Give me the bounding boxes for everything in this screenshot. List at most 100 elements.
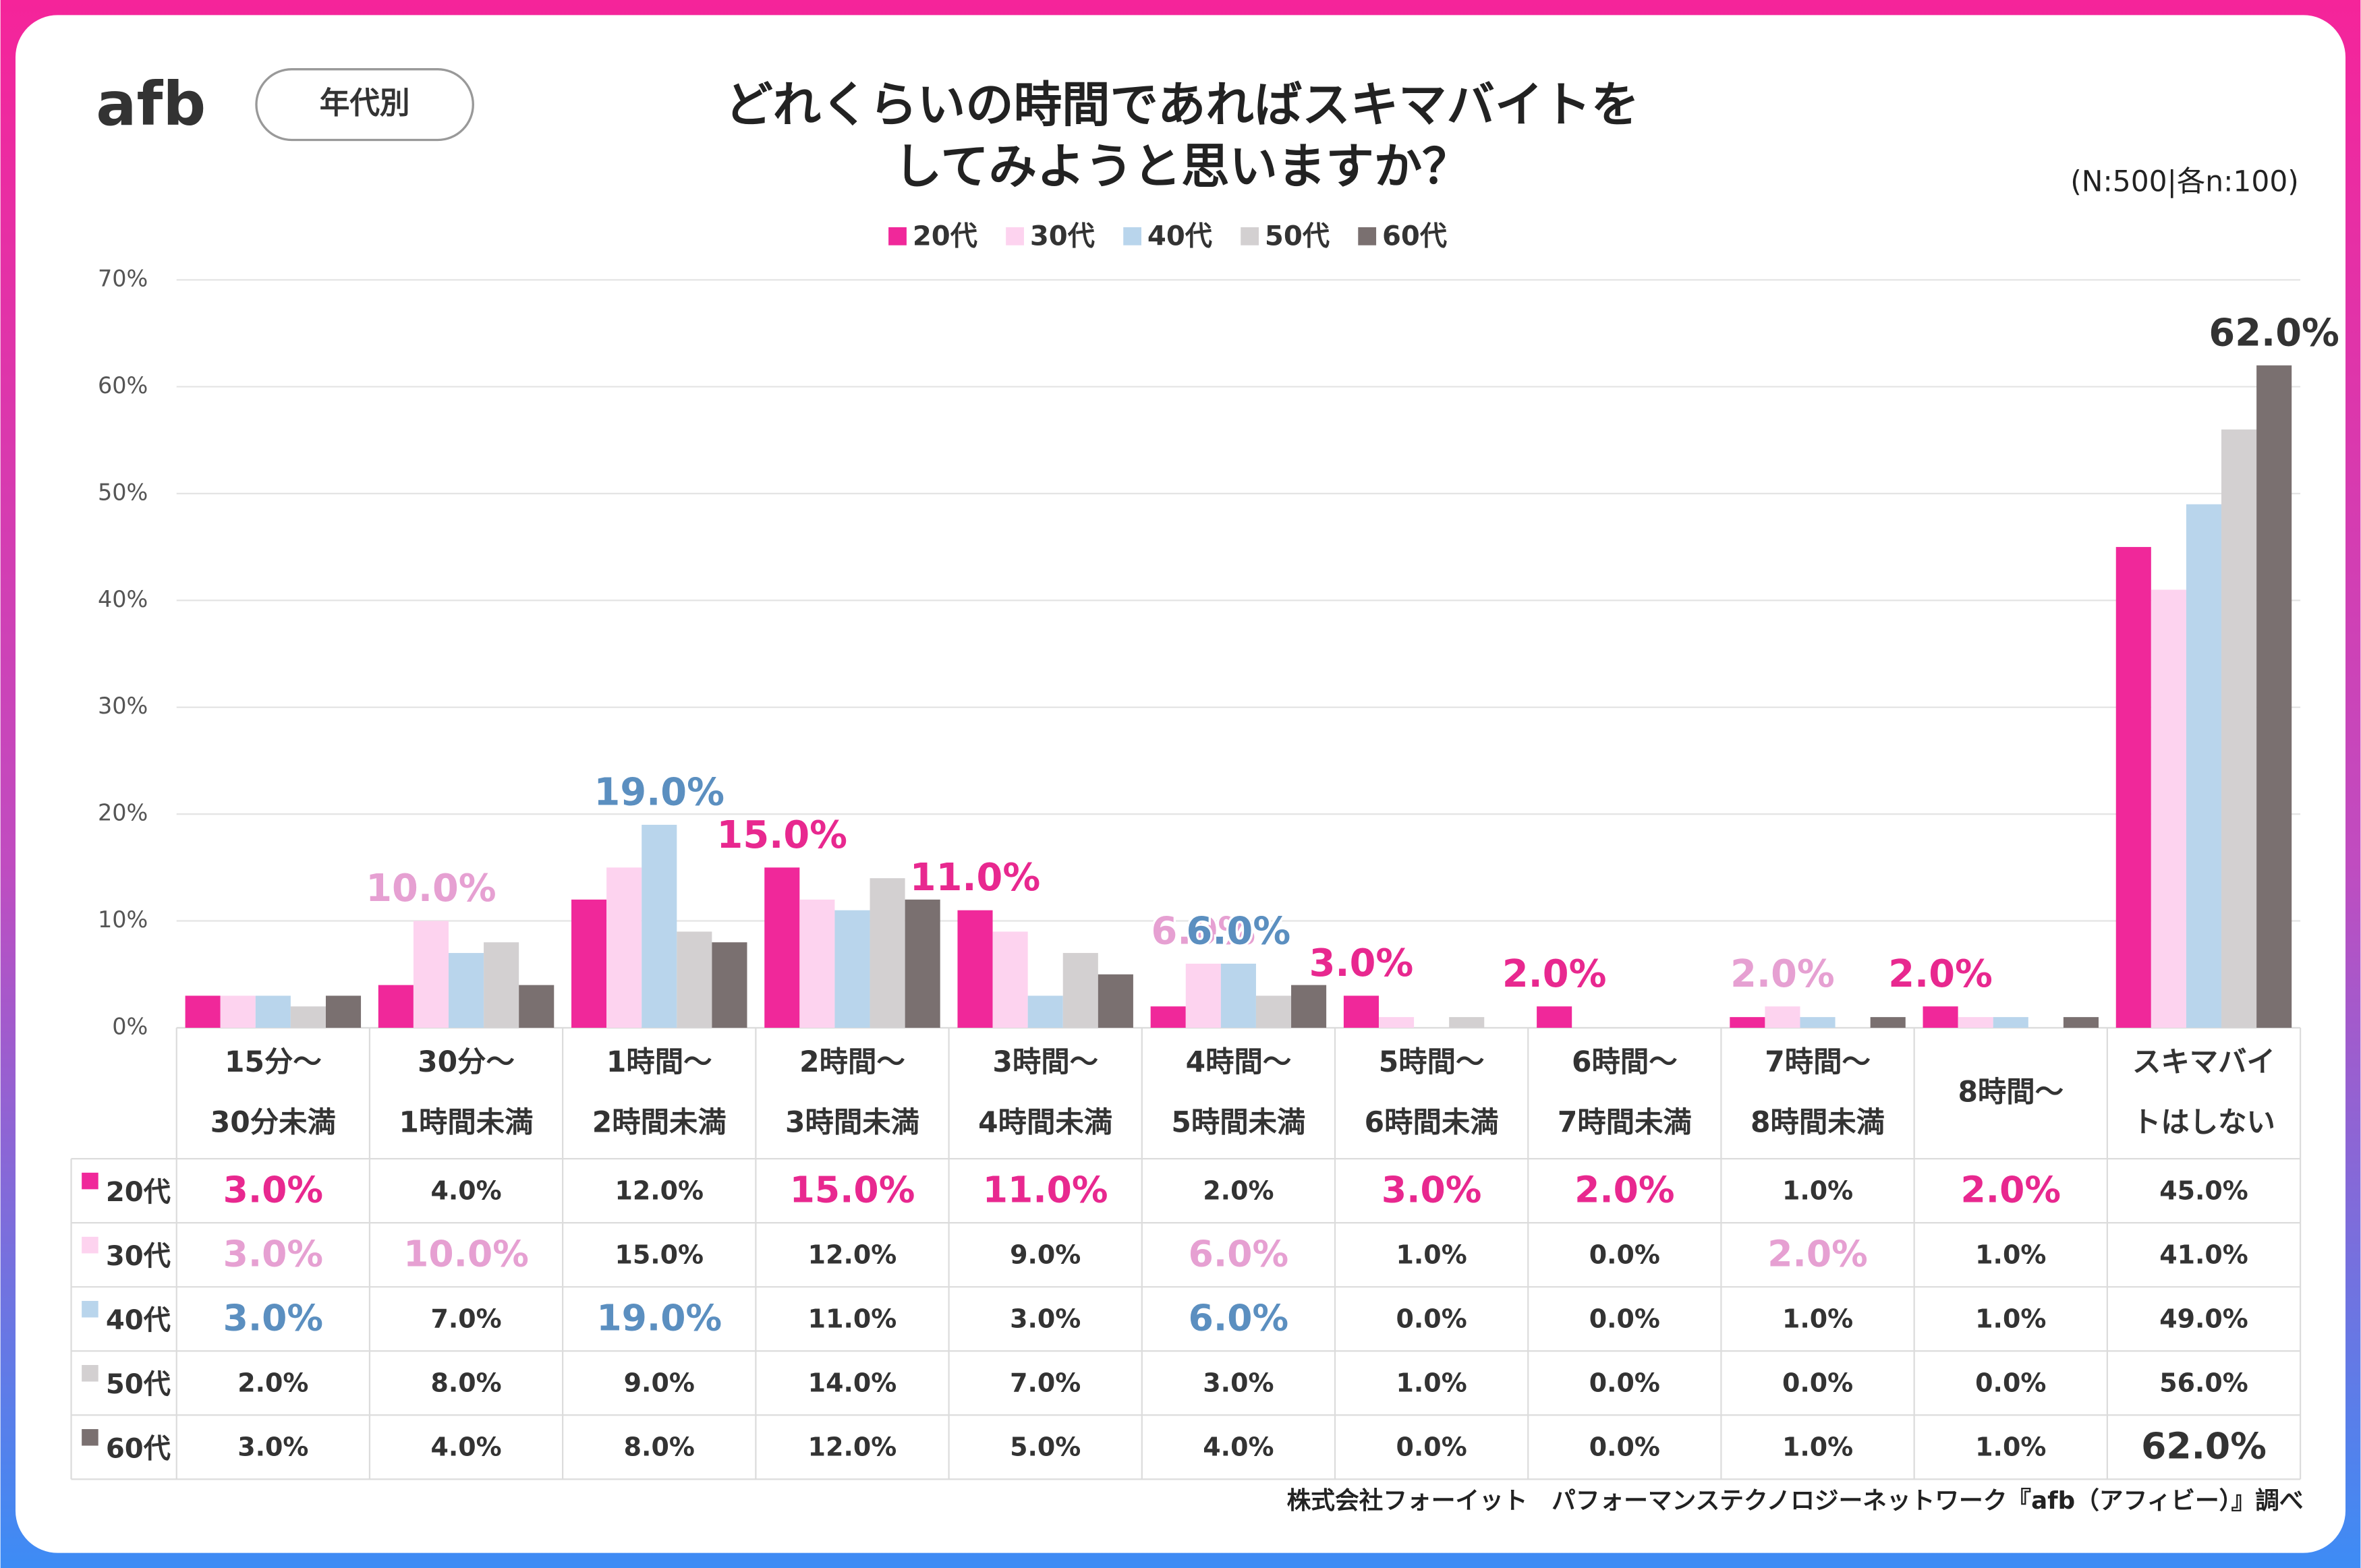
badge-box [255,67,474,142]
bar [255,995,291,1028]
bar [2151,589,2186,1028]
legend-swatch [1006,227,1024,245]
x-tick-label: 2時間～ [799,1045,905,1078]
bar [799,899,835,1028]
bar [413,921,449,1028]
y-tick-label: 10% [98,906,148,933]
bar [1255,995,1292,1028]
table-cell: 9.0% [1010,1240,1081,1269]
table-cell: 4.0% [430,1432,501,1462]
table-cell: 1.0% [1782,1432,1853,1462]
table-swatch [82,1236,98,1254]
bar [449,953,484,1028]
x-tick-label: 15分～ [225,1045,322,1078]
table-cell: 4.0% [430,1175,501,1205]
table-cell: 8.0% [624,1432,695,1462]
table-cell: 7.0% [1010,1368,1081,1398]
y-tick-label: 60% [98,372,148,399]
x-tick-label: 4時間未満 [978,1105,1112,1138]
x-tick-label: 3時間～ [992,1045,1098,1078]
data-label: 2.0% [1502,952,1607,996]
bar [1343,995,1379,1028]
bar [606,867,642,1028]
table-row-label: 20代 [106,1177,171,1208]
bar [2256,365,2292,1028]
bar [378,985,414,1028]
table-cell: 1.0% [1396,1240,1467,1269]
bar [2186,504,2222,1028]
table-cell: 2.0% [1960,1168,2061,1211]
y-tick-label: 70% [98,266,148,292]
table-cell: 10.0% [403,1233,529,1275]
legend-label: 40代 [1147,221,1212,252]
table-cell: 0.0% [1975,1368,2046,1398]
table-cell: 1.0% [1975,1432,2046,1462]
y-tick-label: 50% [98,479,148,505]
x-tick-label: 6時間未満 [1365,1105,1499,1138]
legend-swatch [888,227,907,245]
x-tick-label: 1時間未満 [399,1105,534,1138]
x-tick-label: 3時間未満 [785,1105,919,1138]
legend-label: 50代 [1265,221,1330,252]
table-cell: 3.0% [223,1297,324,1339]
bar [220,995,256,1028]
bar [834,910,870,1028]
y-tick-label: 40% [98,586,148,612]
x-tick-label: 4時間～ [1186,1045,1292,1078]
bar [1993,1017,2028,1028]
table-cell: 9.0% [624,1368,695,1398]
table-cell: 7.0% [430,1304,501,1333]
table-row-label: 60代 [106,1433,171,1464]
bar [1800,1017,1836,1028]
table-swatch [82,1172,98,1190]
x-tick-label: 6時間～ [1572,1045,1678,1078]
legend-swatch [1358,227,1377,245]
data-label: 15.0% [717,813,847,857]
title-line: どれくらいの時間であればスキマバイトを [724,77,1639,133]
table-cell: 0.0% [1589,1432,1660,1462]
table-cell: 6.0% [1189,1233,1289,1275]
table-row-label: 40代 [106,1305,171,1336]
table-row-label: 50代 [106,1369,171,1400]
table-cell: 3.0% [223,1233,324,1275]
table-cell: 49.0% [2159,1304,2248,1333]
x-tick-label: 2時間未満 [592,1105,727,1138]
table-cell: 3.0% [1010,1304,1081,1333]
bar [992,931,1028,1028]
table-cell: 0.0% [1589,1240,1660,1269]
table-cell: 2.0% [1574,1168,1675,1211]
bar [185,995,221,1028]
logo: afb [96,69,206,140]
x-tick-label: 8時間未満 [1751,1105,1885,1138]
bar [1062,953,1098,1028]
badge: 年代別 [320,86,410,121]
table-cell: 0.0% [1396,1304,1467,1333]
card [15,15,2346,1553]
bar [677,931,712,1028]
source: 株式会社フォーイット パフォーマンステクノロジーネットワーク『afb（アフィビー… [1287,1487,2304,1515]
x-tick-label: 30分未満 [210,1105,336,1138]
bar [1220,963,1256,1028]
table-cell: 6.0% [1189,1297,1289,1339]
table-swatch [82,1429,98,1446]
legend-label: 60代 [1382,221,1447,252]
table-cell: 12.0% [615,1175,704,1205]
table-cell: 3.0% [1382,1168,1482,1211]
data-label: 10.0% [366,867,496,910]
table-cell: 8.0% [430,1368,501,1398]
y-tick-label: 30% [98,693,148,719]
legend-swatch [1241,227,1259,245]
table-cell: 0.0% [1589,1304,1660,1333]
table-cell: 12.0% [808,1240,897,1269]
table-swatch [82,1364,98,1382]
table-cell: 1.0% [1782,1304,1853,1333]
title-line: してみようと思いますか？ [894,139,1471,195]
bar [2115,547,2151,1028]
table-cell: 12.0% [808,1432,897,1462]
data-label: 3.0% [1309,941,1414,985]
table-row-label: 30代 [106,1241,171,1272]
x-tick-label: 7時間～ [1765,1045,1871,1078]
table-cell: 5.0% [1010,1432,1081,1462]
bar [571,899,607,1028]
